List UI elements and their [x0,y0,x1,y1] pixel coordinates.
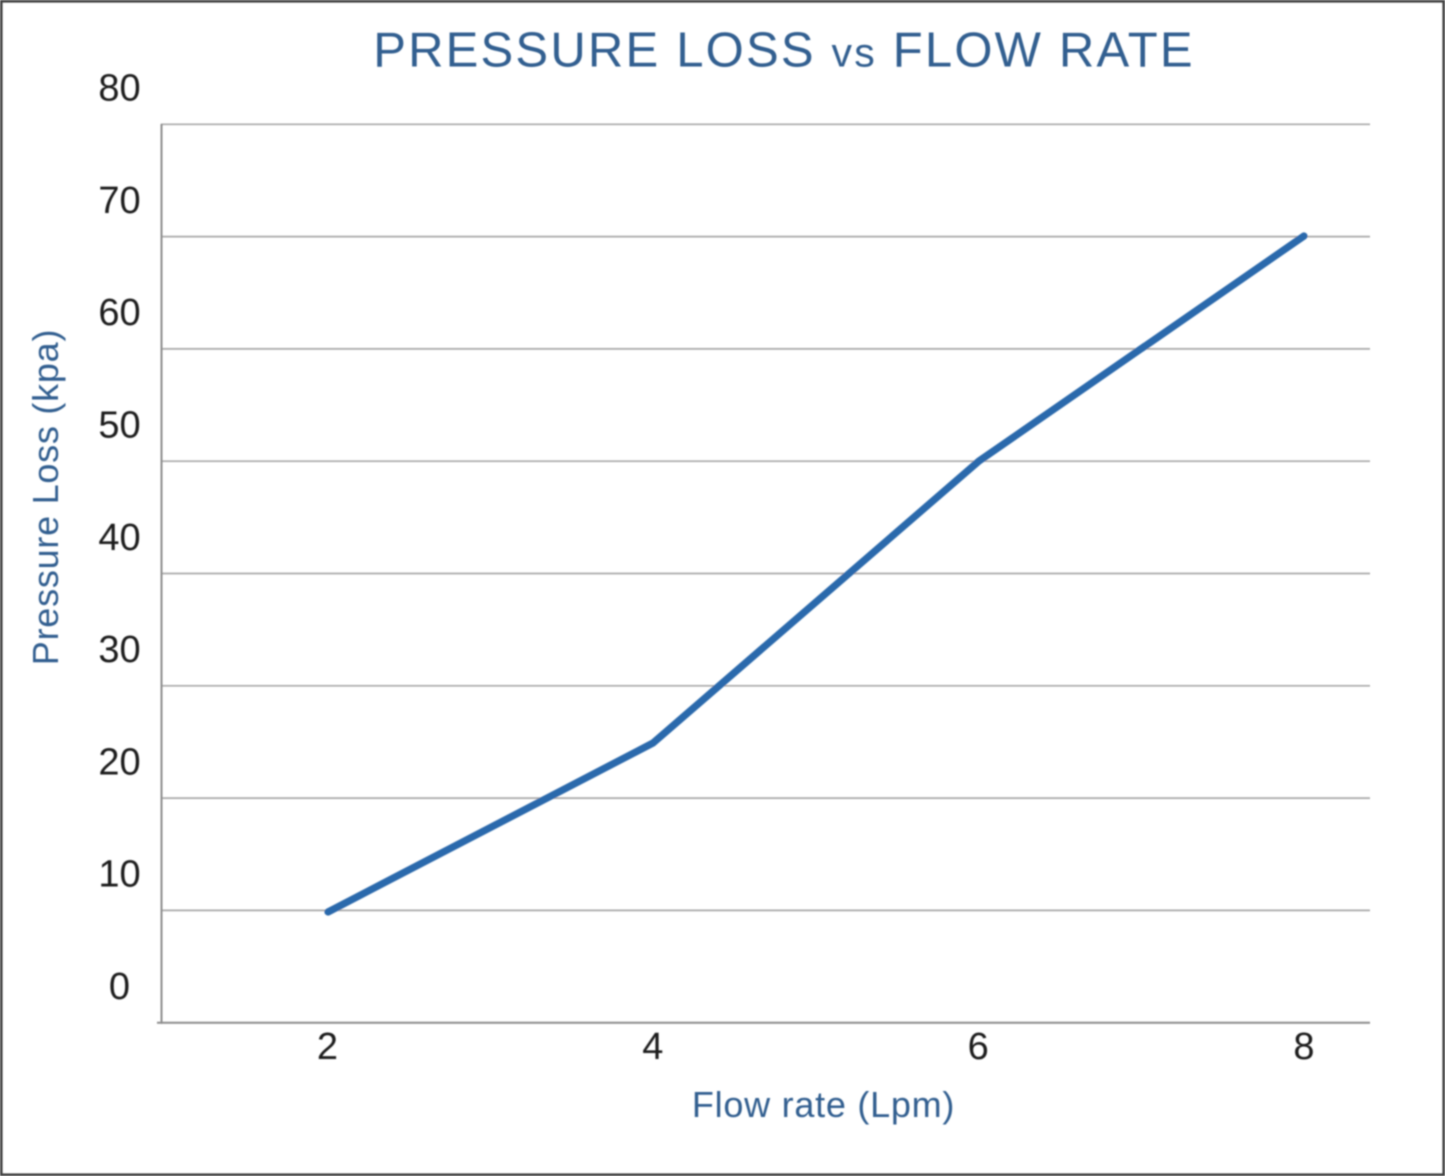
svg-text:8: 8 [1293,1026,1314,1068]
svg-text:Pressure Loss (kpa): Pressure Loss (kpa) [25,329,66,665]
svg-text:6: 6 [968,1026,989,1068]
svg-text:20: 20 [98,741,140,783]
svg-text:2: 2 [317,1026,338,1068]
svg-text:0: 0 [109,966,130,1008]
svg-text:4: 4 [642,1026,663,1068]
svg-text:60: 60 [98,292,140,334]
svg-text:80: 80 [98,68,140,110]
svg-text:70: 70 [98,180,140,222]
svg-text:30: 30 [98,629,140,671]
svg-text:Flow rate (Lpm): Flow rate (Lpm) [692,1084,955,1125]
svg-text:10: 10 [98,854,140,896]
svg-text:PRESSURE LOSS vs FLOW RATE: PRESSURE LOSS vs FLOW RATE [373,23,1195,77]
svg-text:50: 50 [98,405,140,447]
svg-text:40: 40 [98,517,140,559]
